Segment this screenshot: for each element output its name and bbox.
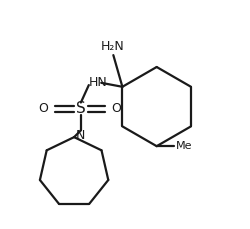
Text: HN: HN [88, 76, 107, 89]
Text: Me: Me [176, 141, 192, 151]
Text: S: S [76, 101, 86, 116]
Text: O: O [38, 102, 48, 115]
Text: O: O [112, 102, 121, 115]
Text: N: N [76, 129, 86, 142]
Text: H₂N: H₂N [100, 40, 124, 53]
